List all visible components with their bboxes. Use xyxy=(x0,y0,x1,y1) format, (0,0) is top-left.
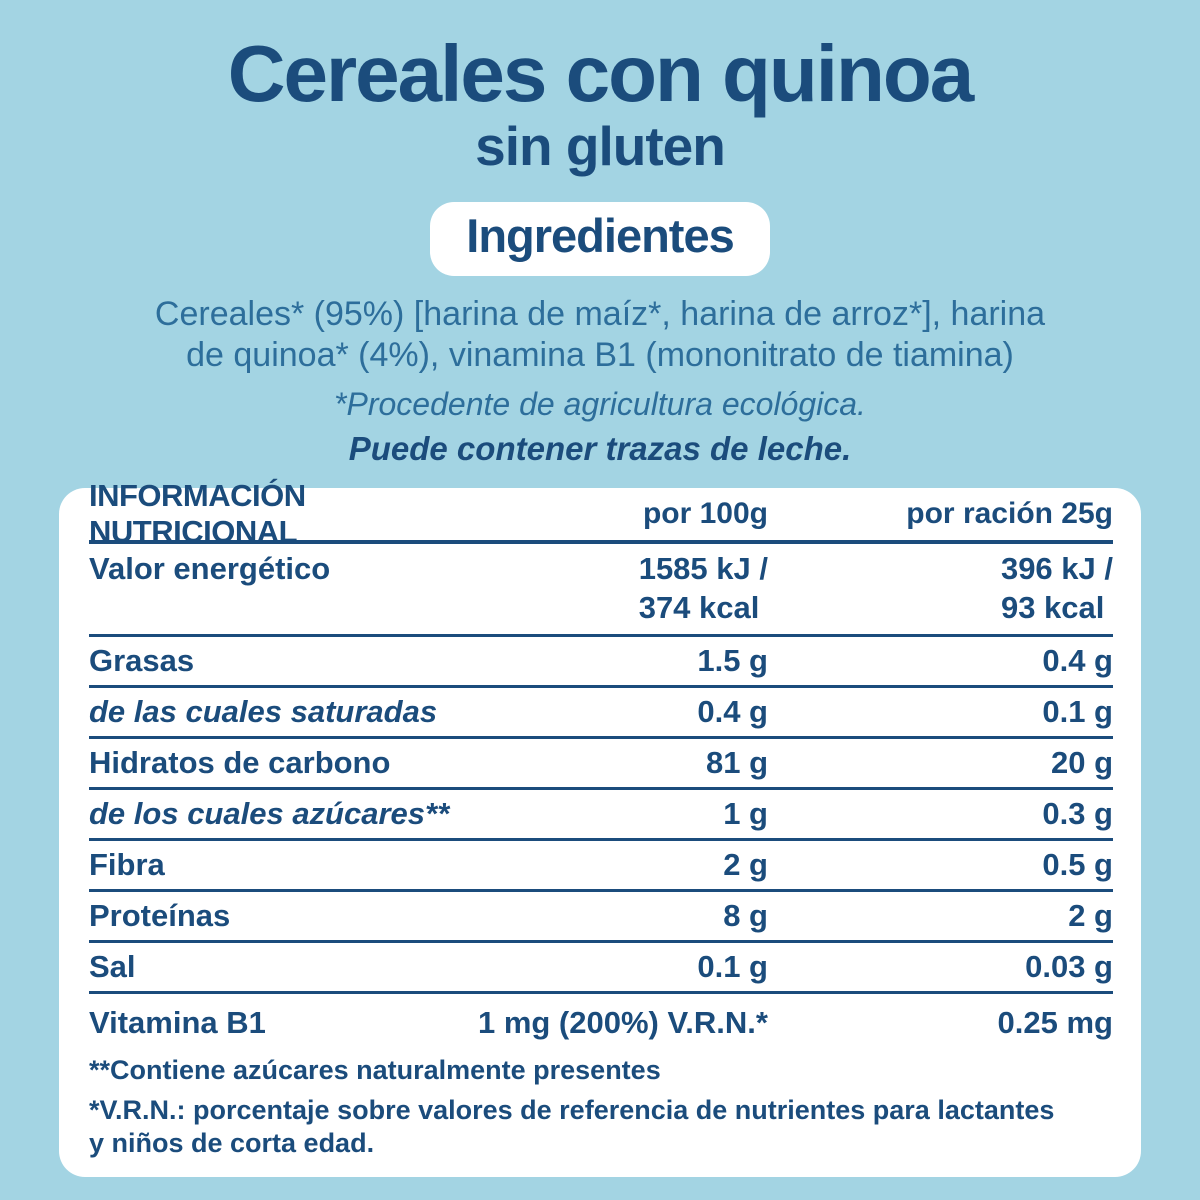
footnote-sugars: **Contiene azúcares naturalmente present… xyxy=(89,1054,661,1085)
per-portion-value: 0.5 g xyxy=(1042,846,1113,882)
ingredients-text: Cereales* (95%) [harina de maíz*, harina… xyxy=(0,294,1200,377)
table-header-row: INFORMACIÓN NUTRICIONAL por 100g por rac… xyxy=(89,478,1113,549)
table-row-fiber: Fibra 2 g 0.5 g xyxy=(89,841,1113,892)
product-subtitle: sin gluten xyxy=(475,115,726,177)
footnote-vrn-line-2: y niños de corta edad. xyxy=(89,1127,375,1158)
row-label: Vitamina B1 xyxy=(89,1004,266,1040)
per-100g-value: 8 g xyxy=(723,897,768,933)
per-portion-value: 0.1 g xyxy=(1042,693,1113,729)
per-100g-value: 2 g xyxy=(723,846,768,882)
per-100g-value: 81 g xyxy=(705,744,768,780)
row-label: Sal xyxy=(89,948,136,984)
ingredients-line-2: de quinoa* (4%), vinamina B1 (mononitrat… xyxy=(186,336,1014,375)
row-label: de las cuales saturadas xyxy=(89,693,438,729)
per-100g-value: 1.5 g xyxy=(697,642,768,678)
per-portion-value: 0.25 mg xyxy=(997,1004,1113,1040)
per-portion-value: 20 g xyxy=(1050,744,1113,780)
ingredients-line-1: Cereales* (95%) [harina de maíz*, harina… xyxy=(154,294,1046,333)
energy-per-portion-kj: 396 kJ / xyxy=(1000,550,1113,586)
row-label: de los cuales azúcares** xyxy=(89,795,450,831)
column-header-info: INFORMACIÓN NUTRICIONAL xyxy=(89,477,306,549)
product-title: Cereales con quinoa xyxy=(227,29,974,118)
table-row-protein: Proteínas 8 g 2 g xyxy=(89,892,1113,943)
table-footnotes: **Contiene azúcares naturalmente present… xyxy=(89,1052,1113,1165)
per-portion-value: 0.4 g xyxy=(1042,642,1113,678)
per-100g-value: 1 g xyxy=(723,795,768,831)
energy-per-100g: 1585 kJ / 374 kcal xyxy=(518,549,768,627)
ingredients-badge: Ingredientes xyxy=(430,201,770,276)
per-portion-value: 2 g xyxy=(1068,897,1113,933)
per-100g-value: 1 mg (200%) V.R.N.* xyxy=(477,1004,768,1040)
per-portion-value: 0.03 g xyxy=(1025,948,1113,984)
row-label: Fibra xyxy=(89,846,165,882)
table-row-salt: Sal 0.1 g 0.03 g xyxy=(89,943,1113,994)
energy-per-portion-kcal: 93 kcal xyxy=(1000,589,1105,625)
per-100g-value: 0.1 g xyxy=(697,948,768,984)
row-label: Valor energético xyxy=(89,550,331,586)
row-label: Grasas xyxy=(89,642,195,678)
column-header-per-portion: por ración 25g xyxy=(906,496,1113,530)
column-header-per-100g: por 100g xyxy=(642,496,768,530)
table-row-energy: Valor energético 1585 kJ / 374 kcal 396 … xyxy=(89,544,1113,637)
ingredients-badge-container: Ingredientes xyxy=(0,201,1200,276)
row-label: Proteínas xyxy=(89,897,231,933)
organic-note: *Procedente de agricultura ecológica. xyxy=(334,385,866,422)
traces-note: Puede contener trazas de leche. xyxy=(348,429,852,467)
energy-per-100g-kcal: 374 kcal xyxy=(638,589,760,625)
nutrition-facts-card: INFORMACIÓN NUTRICIONAL por 100g por rac… xyxy=(59,478,1141,1177)
per-100g-value: 0.4 g xyxy=(697,693,768,729)
table-row-carbohydrates: Hidratos de carbono 81 g 20 g xyxy=(89,739,1113,790)
energy-per-100g-kj: 1585 kJ / xyxy=(638,550,768,586)
table-row-saturated-fat: de las cuales saturadas 0.4 g 0.1 g xyxy=(89,688,1113,739)
energy-per-portion: 396 kJ / 93 kcal xyxy=(768,549,1113,627)
table-row-fat: Grasas 1.5 g 0.4 g xyxy=(89,637,1113,688)
table-row-vitamin-b1: Vitamina B1 1 mg (200%) V.R.N.* 0.25 mg xyxy=(89,994,1113,1052)
row-label: Hidratos de carbono xyxy=(89,744,391,780)
table-row-sugars: de los cuales azúcares** 1 g 0.3 g xyxy=(89,790,1113,841)
footnote-vrn-line-1: *V.R.N.: porcentaje sobre valores de ref… xyxy=(89,1095,1055,1126)
per-portion-value: 0.3 g xyxy=(1042,795,1113,831)
